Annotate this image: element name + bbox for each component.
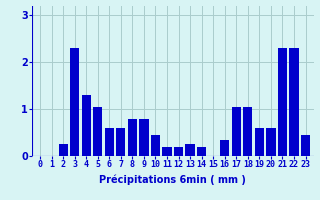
Bar [163,147,172,156]
Bar [243,107,252,156]
Bar [82,95,91,156]
Bar [116,128,125,156]
Bar [289,48,299,156]
Bar [255,128,264,156]
Bar [174,147,183,156]
Bar [197,147,206,156]
Bar [266,128,276,156]
Bar [128,118,137,156]
Bar [105,128,114,156]
Bar [70,48,79,156]
Bar [151,135,160,156]
Bar [278,48,287,156]
Bar [186,144,195,156]
Bar [220,140,229,156]
Bar [301,135,310,156]
Bar [93,107,102,156]
X-axis label: Précipitations 6min ( mm ): Précipitations 6min ( mm ) [100,175,246,185]
Bar [232,107,241,156]
Bar [139,118,148,156]
Bar [59,144,68,156]
